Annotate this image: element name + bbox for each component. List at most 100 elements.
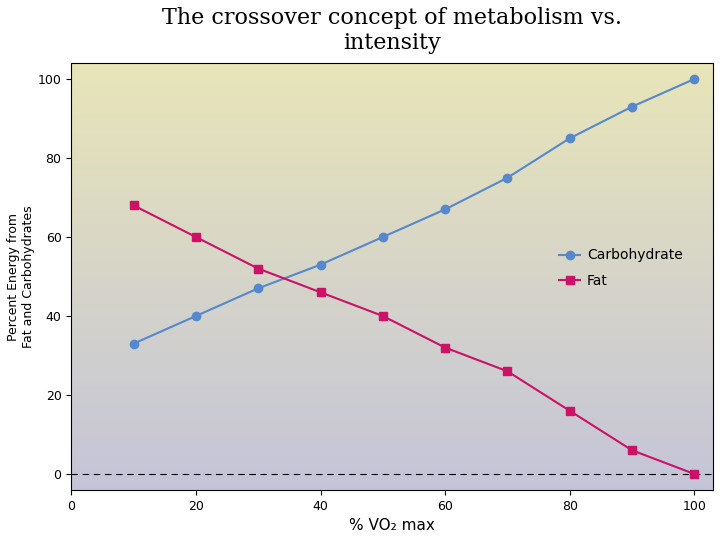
Bar: [71, 420, 713, 422]
Bar: [71, 470, 713, 472]
Bar: [71, 467, 713, 469]
Bar: [71, 213, 713, 215]
Bar: [71, 360, 713, 362]
Fat: [690, 471, 698, 477]
Bar: [71, 110, 713, 112]
Bar: [71, 268, 713, 270]
Bar: [71, 407, 713, 409]
Bar: [71, 170, 713, 172]
Bar: [71, 255, 713, 258]
Carbohydrate: [130, 340, 138, 347]
Bar: [71, 87, 713, 89]
Line: Carbohydrate: Carbohydrate: [130, 75, 698, 348]
Bar: [71, 189, 713, 191]
Bar: [71, 68, 713, 70]
Bar: [71, 274, 713, 276]
Bar: [71, 242, 713, 245]
Legend: Carbohydrate, Fat: Carbohydrate, Fat: [555, 244, 687, 292]
Bar: [71, 164, 713, 166]
Bar: [71, 281, 713, 283]
Bar: [71, 339, 713, 341]
Bar: [71, 78, 713, 80]
Bar: [71, 166, 713, 168]
Bar: [71, 332, 713, 334]
Bar: [71, 330, 713, 332]
Bar: [71, 375, 713, 377]
Bar: [71, 208, 713, 211]
Bar: [71, 400, 713, 402]
Bar: [71, 392, 713, 394]
Bar: [71, 65, 713, 68]
Bar: [71, 183, 713, 185]
Bar: [71, 138, 713, 140]
Bar: [71, 211, 713, 213]
Bar: [71, 221, 713, 223]
Bar: [71, 146, 713, 148]
Bar: [71, 127, 713, 130]
Carbohydrate: [628, 104, 636, 110]
Bar: [71, 219, 713, 221]
Bar: [71, 176, 713, 178]
Bar: [71, 104, 713, 106]
Bar: [71, 298, 713, 300]
Bar: [71, 347, 713, 349]
Bar: [71, 108, 713, 110]
Bar: [71, 447, 713, 449]
Bar: [71, 159, 713, 161]
Bar: [71, 200, 713, 202]
Bar: [71, 364, 713, 366]
Bar: [71, 411, 713, 413]
Bar: [71, 119, 713, 121]
Fat: [379, 313, 387, 319]
Carbohydrate: [192, 313, 200, 319]
Bar: [71, 441, 713, 443]
Bar: [71, 404, 713, 407]
Bar: [71, 191, 713, 193]
Bar: [71, 185, 713, 187]
Bar: [71, 321, 713, 323]
Fat: [565, 408, 574, 414]
Bar: [71, 74, 713, 76]
Bar: [71, 349, 713, 351]
Bar: [71, 443, 713, 445]
Fat: [441, 345, 449, 351]
Bar: [71, 302, 713, 304]
Bar: [71, 161, 713, 164]
Bar: [71, 458, 713, 460]
Bar: [71, 479, 713, 481]
Bar: [71, 80, 713, 83]
Bar: [71, 488, 713, 490]
Bar: [71, 436, 713, 438]
Bar: [71, 97, 713, 99]
Bar: [71, 279, 713, 281]
Bar: [71, 95, 713, 97]
Bar: [71, 258, 713, 259]
Title: The crossover concept of metabolism vs.
intensity: The crossover concept of metabolism vs. …: [162, 7, 622, 55]
Bar: [71, 355, 713, 357]
Bar: [71, 341, 713, 342]
Bar: [71, 383, 713, 385]
Bar: [71, 130, 713, 131]
Bar: [71, 417, 713, 420]
Bar: [71, 368, 713, 370]
Bar: [71, 366, 713, 368]
Bar: [71, 102, 713, 104]
Bar: [71, 357, 713, 360]
Bar: [71, 464, 713, 467]
Bar: [71, 223, 713, 225]
Bar: [71, 117, 713, 119]
Bar: [71, 319, 713, 321]
Bar: [71, 63, 713, 65]
Bar: [71, 385, 713, 387]
Bar: [71, 485, 713, 488]
Bar: [71, 334, 713, 336]
Bar: [71, 151, 713, 153]
Line: Fat: Fat: [130, 201, 698, 478]
Bar: [71, 304, 713, 306]
Bar: [71, 472, 713, 475]
Bar: [71, 187, 713, 189]
Bar: [71, 326, 713, 328]
Bar: [71, 153, 713, 155]
Bar: [71, 294, 713, 296]
Bar: [71, 387, 713, 389]
